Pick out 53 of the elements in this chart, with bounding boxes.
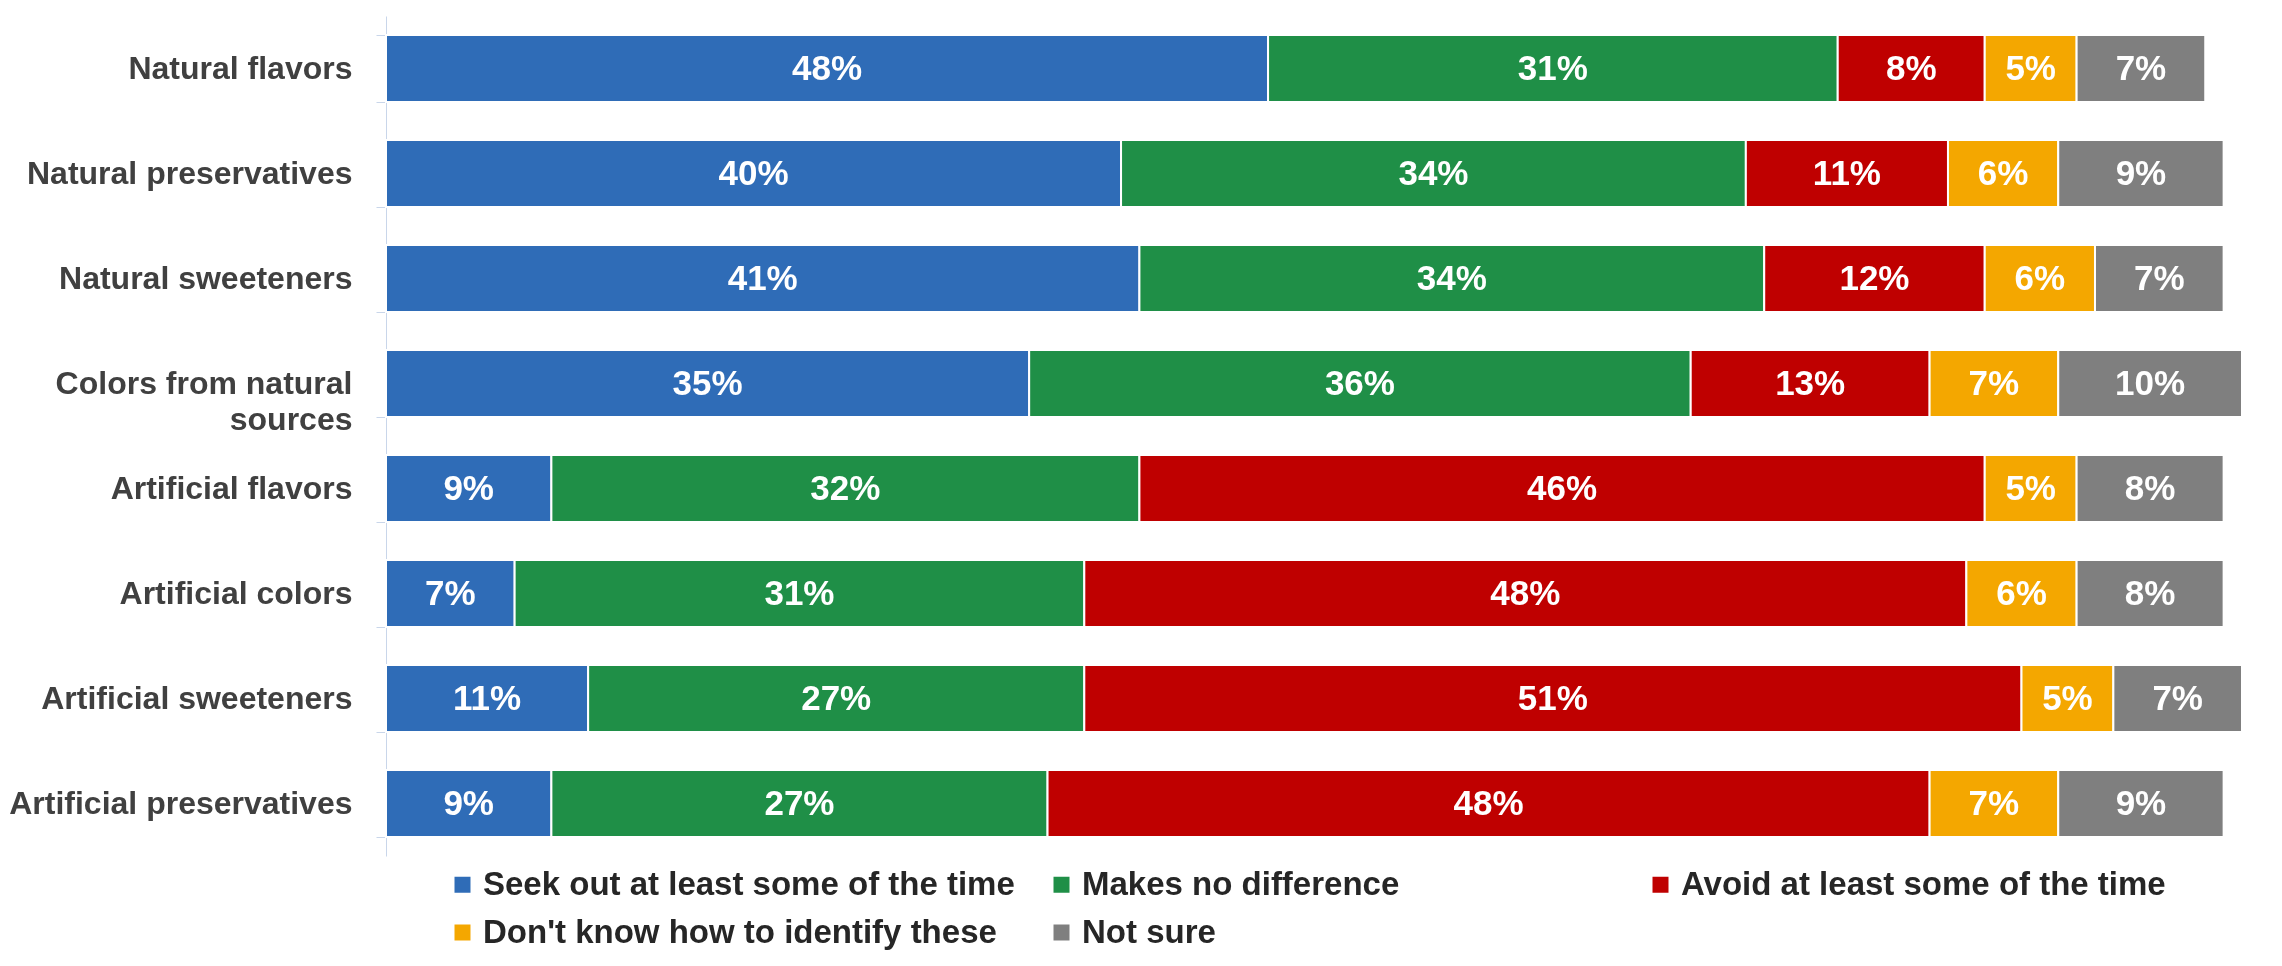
data-label: 6% [2014,257,2066,297]
data-label: 9% [443,782,494,822]
data-label: 8% [2124,467,2176,507]
legend-label: Not sure [1082,912,1216,950]
data-label: 7% [425,572,476,612]
data-label: 9% [443,467,494,507]
y-tick-label: Natural flavors [128,50,353,86]
data-label: 36% [1324,362,1395,402]
data-label: 35% [672,362,743,402]
data-label: 8% [1885,47,1937,87]
data-label: 7% [1968,362,2020,402]
y-tick-label: Natural preservatives [26,155,353,191]
data-label: 5% [2005,47,2056,87]
data-label: 51% [1517,677,1588,717]
data-label: 9% [2115,152,2167,192]
y-tick-label: Colors from natural sources [55,365,353,437]
data-label: 34% [1398,152,1469,192]
data-label: 8% [2124,572,2176,612]
data-label: 7% [1968,782,2020,822]
data-label: 27% [764,782,835,822]
data-label: 27% [801,677,872,717]
data-label: 7% [2152,677,2203,717]
data-label: 48% [1490,572,1561,612]
legend-label: Don't know how to identify these [483,912,997,950]
legend-label: Makes no difference [1082,864,1400,902]
y-tick-label: Artificial preservatives [9,785,353,821]
data-label: 41% [727,257,798,297]
data-label: 31% [764,572,835,612]
data-label: 13% [1775,362,1846,402]
data-label: 34% [1416,257,1487,297]
legend-label: Avoid at least some of the time [1681,864,2166,902]
data-label: 46% [1527,467,1598,507]
data-label: 31% [1517,47,1588,87]
data-label: 10% [2115,362,2186,402]
y-tick-label: Artificial sweeteners [41,680,353,716]
y-tick-label: Artificial colors [119,575,353,611]
y-tick-label: Natural sweeteners [59,260,353,296]
data-label: 6% [1996,572,2047,612]
data-label: 5% [2005,467,2056,507]
legend-label: Seek out at least some of the time [483,864,1015,902]
data-label: 5% [2042,677,2093,717]
data-label: 48% [1453,782,1524,822]
data-label: 48% [792,47,863,87]
data-label: 7% [2134,257,2185,297]
data-label: 32% [810,467,881,507]
data-label: 9% [2115,782,2167,822]
data-label: 7% [2115,47,2167,87]
data-label: 12% [1839,257,1910,297]
data-label: 11% [453,677,522,717]
data-label: 6% [1977,152,2029,192]
y-tick-label: Artificial flavors [110,470,353,506]
data-label: 11% [1812,152,1881,192]
data-label: 40% [718,152,789,192]
